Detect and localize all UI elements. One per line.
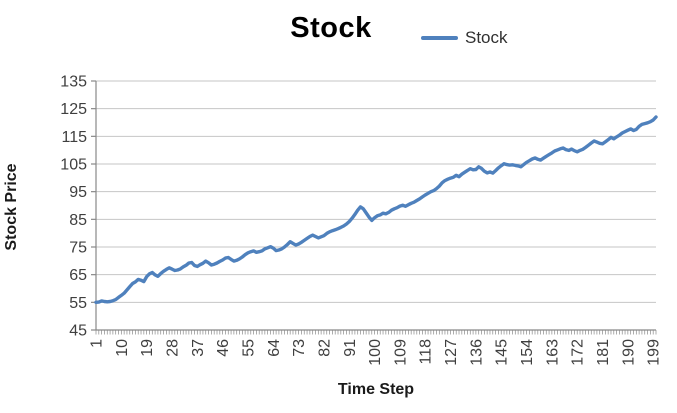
svg-text:19: 19: [139, 339, 156, 357]
svg-text:125: 125: [60, 101, 87, 118]
svg-text:136: 136: [468, 339, 485, 366]
svg-text:64: 64: [266, 339, 283, 357]
svg-text:75: 75: [69, 240, 87, 257]
svg-text:37: 37: [190, 339, 207, 357]
svg-text:73: 73: [291, 339, 308, 357]
svg-text:163: 163: [544, 339, 561, 366]
svg-text:85: 85: [69, 212, 87, 229]
legend: Stock: [421, 28, 508, 48]
svg-text:100: 100: [367, 339, 384, 366]
svg-text:91: 91: [342, 339, 359, 357]
svg-text:82: 82: [316, 339, 333, 357]
svg-text:10: 10: [114, 339, 131, 357]
svg-text:118: 118: [418, 339, 435, 365]
svg-text:46: 46: [215, 339, 232, 357]
svg-text:127: 127: [443, 339, 460, 366]
svg-text:105: 105: [60, 157, 87, 174]
svg-text:55: 55: [240, 339, 257, 357]
svg-text:109: 109: [392, 339, 409, 366]
svg-text:65: 65: [69, 267, 87, 284]
x-axis-title: Time Step: [337, 381, 415, 398]
svg-text:45: 45: [69, 323, 87, 340]
legend-label: Stock: [465, 28, 508, 47]
svg-text:115: 115: [61, 129, 87, 146]
svg-text:172: 172: [570, 339, 587, 366]
legend-line-icon: [421, 36, 458, 40]
svg-text:135: 135: [60, 74, 87, 91]
svg-text:28: 28: [164, 339, 181, 357]
svg-text:154: 154: [519, 339, 536, 366]
svg-text:190: 190: [620, 339, 637, 366]
svg-text:55: 55: [69, 295, 87, 312]
svg-text:1: 1: [89, 339, 106, 348]
svg-text:181: 181: [595, 339, 612, 366]
svg-text:145: 145: [494, 339, 511, 366]
chart-title: Stock: [290, 12, 372, 44]
svg-text:95: 95: [69, 184, 87, 201]
svg-text:199: 199: [646, 339, 663, 366]
